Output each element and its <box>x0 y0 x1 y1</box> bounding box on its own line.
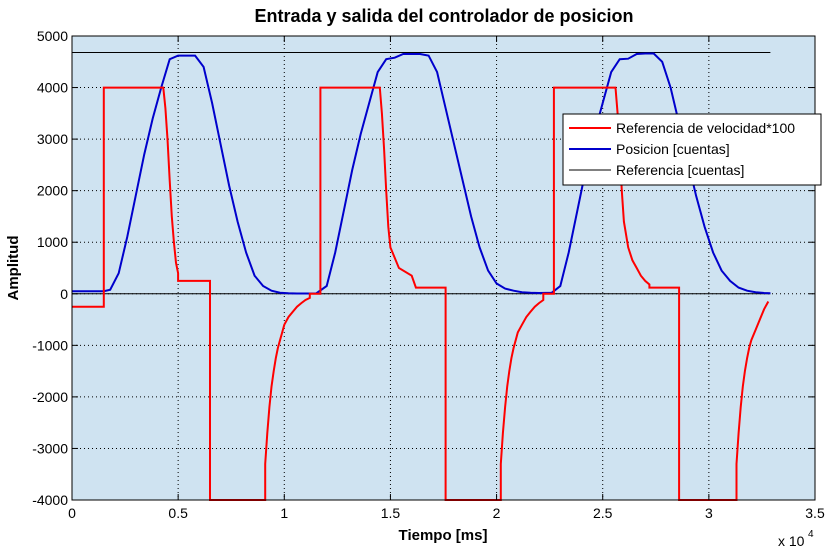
legend-label: Posicion [cuentas] <box>616 141 730 157</box>
y-tick-label: -2000 <box>32 389 68 405</box>
y-axis-label: Amplitud <box>5 236 22 301</box>
x-tick-label: 1.5 <box>381 505 401 521</box>
y-tick-label: -3000 <box>32 440 68 456</box>
y-tick-label: 2000 <box>37 183 68 199</box>
y-tick-label: -4000 <box>32 492 68 508</box>
y-tick-label: 4000 <box>37 80 68 96</box>
y-tick-labels: -4000 -3000 -2000 -1000 0 1000 2000 3000 4000 500… <box>32 28 68 508</box>
y-tick-label: 5000 <box>37 28 68 44</box>
legend: Referencia de velocidad*100 Posicion [cue… <box>562 113 822 186</box>
y-tick-label: 0 <box>60 286 68 302</box>
x-tick-label: 3.5 <box>805 505 825 521</box>
plot-frame <box>71 35 816 501</box>
x-tick-label: 2 <box>493 505 501 521</box>
x-axis-label: Tiempo [ms] <box>399 527 488 544</box>
x-tick-label: 3 <box>705 505 713 521</box>
chart-title: Entrada y salida del controlador de posi… <box>254 6 633 26</box>
x-tick-label: 0.5 <box>168 505 188 521</box>
y-tick-label: 1000 <box>37 234 68 250</box>
legend-label: Referencia de velocidad*100 <box>616 120 795 136</box>
plot-area <box>72 36 815 500</box>
y-tick-label: -1000 <box>32 337 68 353</box>
series-line-1 <box>72 52 771 295</box>
grid-lines <box>72 36 815 500</box>
x-tick-label: 1 <box>280 505 288 521</box>
x-tick-label: 0 <box>68 505 76 521</box>
x-multiplier: x 10 <box>778 533 805 549</box>
y-tick-label: 3000 <box>37 131 68 147</box>
x-tick-labels: 0 0.5 1 1.5 2 2.5 3 3.5 <box>68 505 825 521</box>
x-tick-label: 2.5 <box>593 505 613 521</box>
x-multiplier-exponent: 4 <box>808 529 814 540</box>
legend-label: Referencia [cuentas] <box>616 162 744 178</box>
